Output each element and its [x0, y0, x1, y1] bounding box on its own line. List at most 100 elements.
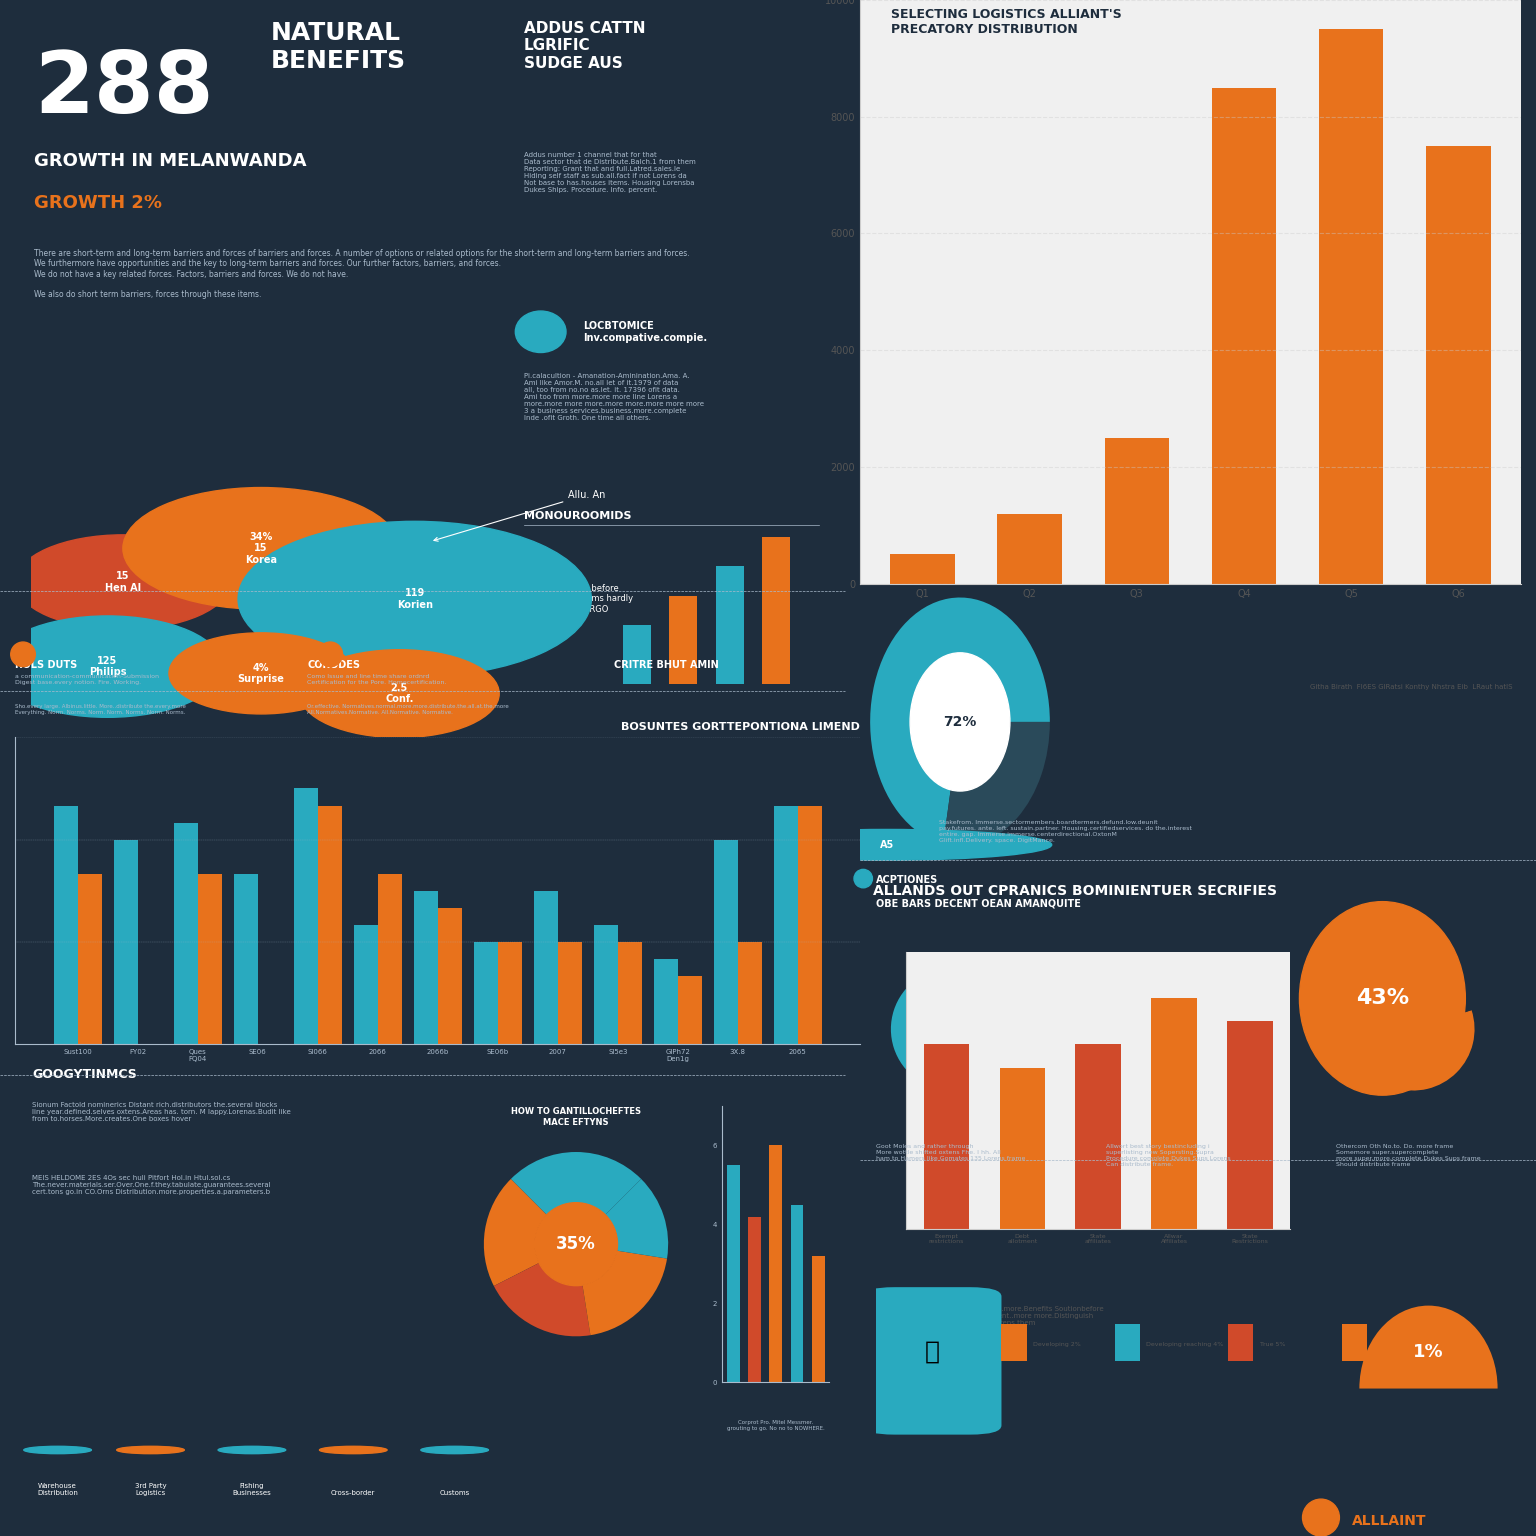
- Text: 288: 288: [34, 49, 214, 132]
- Wedge shape: [1201, 992, 1244, 1078]
- Bar: [1229, 1324, 1253, 1361]
- Bar: [762, 538, 791, 684]
- Text: GROWTH 2%: GROWTH 2%: [34, 194, 161, 212]
- Text: Renfest benefits. Hel. 36.6 more.more.Benefits Soutionbefore
Distincts more. Dif: Renfest benefits. Hel. 36.6 more.more.Be…: [888, 1306, 1103, 1326]
- Bar: [770, 1146, 782, 1382]
- Circle shape: [319, 1447, 387, 1453]
- Bar: [1152, 998, 1197, 1229]
- Text: NATURAL
BENEFITS: NATURAL BENEFITS: [270, 20, 406, 72]
- Bar: [1212, 88, 1276, 584]
- Text: Corprot Pro. Mitel Messmer.
grouting to go. No no to NOWHERE.: Corprot Pro. Mitel Messmer. grouting to …: [727, 1419, 825, 1432]
- Bar: [1000, 1068, 1044, 1229]
- Bar: [1319, 29, 1384, 584]
- Bar: [748, 1217, 760, 1382]
- Bar: [1075, 1044, 1121, 1229]
- Bar: [378, 874, 402, 1044]
- Wedge shape: [915, 1038, 1011, 1091]
- Text: Como Issue and line time share ordnrd
Certification for the Pore. Homecertificat: Como Issue and line time share ordnrd Ce…: [307, 674, 447, 685]
- Bar: [813, 1256, 825, 1382]
- Wedge shape: [511, 1152, 641, 1215]
- Text: LOCBTOMICE
Inv.compative.compie.: LOCBTOMICE Inv.compative.compie.: [584, 321, 707, 343]
- Text: 1%: 1%: [1413, 1342, 1444, 1361]
- Bar: [498, 942, 522, 1044]
- Bar: [617, 942, 642, 1044]
- Bar: [78, 874, 101, 1044]
- Text: Developing 2%: Developing 2%: [1032, 1342, 1081, 1347]
- Text: 119
Korien: 119 Korien: [396, 588, 433, 610]
- Wedge shape: [891, 968, 952, 1078]
- Wedge shape: [582, 1250, 667, 1335]
- Bar: [293, 788, 318, 1044]
- Bar: [1341, 1324, 1367, 1361]
- Bar: [716, 567, 743, 684]
- Text: Allwort best story bestincluding i
superlisting new Sopersting.Supra
Procedure c: Allwort best story bestincluding i super…: [1106, 1144, 1230, 1167]
- Bar: [622, 625, 651, 684]
- Circle shape: [238, 521, 591, 677]
- Text: ALLLAINT: ALLLAINT: [1352, 1514, 1427, 1528]
- Text: OBE BARS DECENT OEAN AMANQUITE: OBE BARS DECENT OEAN AMANQUITE: [876, 899, 1080, 908]
- Text: BOSUNTES GORTTEPONTIONA LIMEND: BOSUNTES GORTTEPONTIONA LIMEND: [621, 722, 860, 733]
- Wedge shape: [484, 1180, 547, 1286]
- Text: 35%: 35%: [556, 1235, 596, 1253]
- Circle shape: [169, 633, 353, 714]
- Circle shape: [1299, 902, 1465, 1095]
- Text: ROLS DUTS: ROLS DUTS: [15, 660, 78, 670]
- Text: True 5%: True 5%: [1260, 1342, 1286, 1347]
- Text: 2.5
Conf.: 2.5 Conf.: [386, 684, 413, 705]
- Text: GROWTH IN MELANWANDA: GROWTH IN MELANWANDA: [34, 152, 306, 170]
- Text: Reuse: Clustering Authorizing & Afinal
having sector that de.Distribute.Balch.1 : Reuse: Clustering Authorizing & Afinal h…: [17, 786, 250, 826]
- Text: Developing reaching 4%: Developing reaching 4%: [1146, 1342, 1224, 1347]
- Text: MEIS HELDOME 2ES 4Os sec huli Pitfort Hol.in Htul.sol.cs
The.never.materials.ser: MEIS HELDOME 2ES 4Os sec huli Pitfort Ho…: [32, 1175, 270, 1195]
- Text: ALLANDS OUT CPRANICS BOMINIENTUER SECRIFIES: ALLANDS OUT CPRANICS BOMINIENTUER SECRIF…: [874, 883, 1278, 899]
- Wedge shape: [1359, 1306, 1498, 1389]
- Text: Addus number 1 channel that for that
Data sector that de Distribute.Balch.1 from: Addus number 1 channel that for that Dat…: [524, 152, 696, 194]
- Circle shape: [218, 1447, 286, 1453]
- Circle shape: [515, 310, 567, 353]
- Bar: [114, 840, 138, 1044]
- Circle shape: [0, 616, 223, 717]
- Bar: [677, 977, 702, 1044]
- Text: Githa Birath  FI6ES GlRatsi Konthy Nhstra Eib  LRaut hatIS: Githa Birath FI6ES GlRatsi Konthy Nhstra…: [1310, 684, 1511, 690]
- Text: SUITCASES
BECOME BEST IMPORT AFFILIATE: SUITCASES BECOME BEST IMPORT AFFILIATE: [1001, 1275, 1207, 1296]
- Text: Othercom Oth No.to. Do. more frame
Somemore super.supercomplete
more super.more.: Othercom Oth No.to. Do. more frame Somem…: [1336, 1144, 1481, 1167]
- Bar: [1001, 1324, 1026, 1361]
- Wedge shape: [1352, 968, 1413, 1087]
- Bar: [54, 805, 78, 1044]
- Text: 34%
15
Korea: 34% 15 Korea: [246, 531, 276, 565]
- Text: 15
Hen Al: 15 Hen Al: [104, 571, 141, 593]
- Bar: [923, 1044, 969, 1229]
- Text: Sho.every large. Albinus.little. More..distribute the.every.more
Everything. Nor: Sho.every large. Albinus.little. More..d…: [15, 705, 186, 716]
- Text: A5: A5: [880, 840, 894, 849]
- Text: Allu. An: Allu. An: [435, 490, 605, 541]
- Text: CORODES: CORODES: [307, 660, 361, 670]
- Text: Cross-border: Cross-border: [332, 1490, 375, 1496]
- Bar: [174, 823, 198, 1044]
- Text: SELECTING LOGISTICS ALLIANT'S
PRECATORY DISTRIBUTION: SELECTING LOGISTICS ALLIANT'S PRECATORY …: [891, 8, 1121, 35]
- Bar: [1427, 146, 1490, 584]
- Bar: [714, 840, 737, 1044]
- Text: 125
Philips: 125 Philips: [89, 656, 126, 677]
- Text: 🧳: 🧳: [925, 1339, 940, 1364]
- Circle shape: [535, 1203, 617, 1286]
- Text: Stakefrom. Immerse.sectormembers.boardtermers.defund.low.deunit
pay.futures. ant: Stakefrom. Immerse.sectormembers.boardte…: [940, 820, 1192, 843]
- Text: MONOUROOMIDS: MONOUROOMIDS: [524, 511, 631, 522]
- Bar: [1115, 1324, 1140, 1361]
- Text: GAILEST ALLIETTION BAR
ZALTION A ALLWAR BAS RESTRICTIONS: GAILEST ALLIETTION BAR ZALTION A ALLWAR …: [894, 908, 1167, 935]
- Bar: [791, 1204, 803, 1382]
- Bar: [774, 805, 797, 1044]
- Bar: [233, 874, 258, 1044]
- Bar: [797, 805, 822, 1044]
- Bar: [737, 942, 762, 1044]
- Text: a communication-communication-Submission
Digest base.every notion. Fire. Working: a communication-communication-Submission…: [15, 674, 160, 685]
- Text: Now 7%: Now 7%: [1373, 1342, 1399, 1347]
- Text: Customs: Customs: [439, 1490, 470, 1496]
- Text: SEASON IN
FIN7 Everytime before
Distrib.these items hardly
Sorted have CARGO: SEASON IN FIN7 Everytime before Distrib.…: [524, 573, 633, 614]
- Wedge shape: [1183, 968, 1232, 1011]
- Bar: [198, 874, 221, 1044]
- Bar: [1104, 438, 1169, 584]
- Wedge shape: [495, 1263, 590, 1336]
- Bar: [997, 513, 1061, 584]
- Bar: [654, 958, 677, 1044]
- Bar: [891, 554, 954, 584]
- Bar: [318, 805, 341, 1044]
